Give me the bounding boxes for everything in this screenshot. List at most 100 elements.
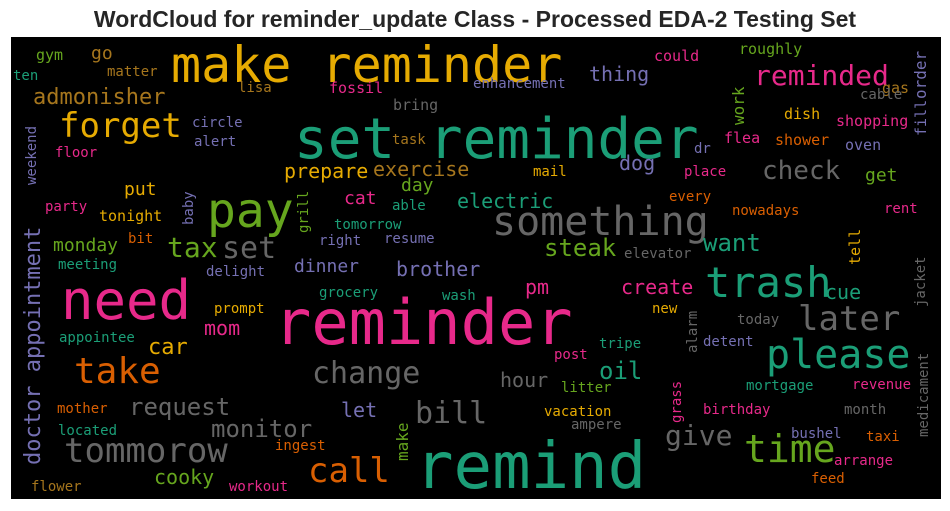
word-detent: detent [703, 334, 754, 350]
word-make-reminder: make reminder [171, 37, 563, 94]
word-task: task [392, 132, 426, 148]
word-medicament: medicament [916, 352, 932, 437]
word-set: set [222, 231, 277, 266]
word-dog: dog [619, 151, 656, 175]
word-request: request [129, 393, 231, 421]
word-cat: cat [344, 188, 377, 209]
word-feed: feed [811, 471, 845, 487]
word-bill: bill [415, 396, 488, 431]
word-party: party [45, 199, 88, 215]
word-new: new [652, 301, 678, 317]
word-trash: trash [705, 258, 832, 307]
word-tripe: tripe [599, 336, 642, 352]
word-litter: litter [561, 380, 612, 396]
word-steak: steak [544, 234, 617, 262]
word-brother: brother [396, 257, 481, 281]
word-electric: electric [457, 189, 554, 213]
word-floor: floor [55, 145, 98, 161]
word-located: located [58, 423, 118, 439]
word-please: please [766, 332, 911, 378]
word-change: change [312, 356, 421, 391]
word-dinner: dinner [294, 256, 360, 277]
word-reminder: reminder [274, 286, 573, 359]
word-fill: fill [912, 99, 930, 136]
word-jacket: jacket [913, 256, 929, 307]
word-roughly: roughly [739, 40, 803, 58]
word-oil: oil [599, 357, 643, 385]
word-get: get [865, 165, 898, 186]
word-oven: oven [845, 136, 882, 154]
word-grass: grass [669, 380, 685, 423]
word-exercise: exercise [373, 157, 470, 181]
word-remind: remind [415, 430, 647, 499]
word-meeting: meeting [58, 257, 118, 273]
word-cloud: set reminder remind reminder make remind… [11, 37, 941, 499]
word-ten: ten [13, 68, 39, 84]
word-tommorow: tommorow [64, 431, 228, 471]
word-able: able [392, 198, 426, 214]
word-birthday: birthday [703, 402, 771, 418]
word-gym: gym [36, 46, 64, 64]
word-put: put [124, 179, 157, 200]
word-tomorrow: tomorrow [334, 217, 402, 233]
word-weekend: weekend [24, 125, 40, 185]
word-shower: shower [775, 131, 830, 149]
word-make: make [393, 422, 412, 461]
word-gas: gas [882, 79, 910, 97]
word-something: something [492, 199, 709, 245]
word-want: want [703, 229, 761, 257]
word-today: today [737, 312, 780, 328]
word-thing: thing [589, 62, 650, 86]
word-pay: pay [207, 183, 294, 239]
word-every: every [669, 189, 712, 205]
word-prompt: prompt [214, 301, 265, 317]
word-appointee: appointee [59, 330, 135, 346]
word-work: work [729, 86, 748, 125]
word-dr: dr [694, 141, 711, 157]
word-taxi: taxi [866, 429, 900, 445]
word-monday: monday [53, 235, 119, 256]
word-bushel: bushel [791, 426, 842, 442]
word-cable: cable [860, 87, 903, 103]
word-reminded: reminded [754, 59, 889, 92]
word-later: later [798, 299, 901, 339]
word-dish: dish [784, 105, 821, 123]
word-give: give [665, 419, 733, 452]
word-place: place [684, 164, 727, 180]
word-flower: flower [31, 479, 82, 495]
word-cue: cue [825, 280, 862, 304]
word-check: check [762, 156, 841, 186]
word-pm: pm [525, 275, 550, 299]
word-month: month [844, 402, 887, 418]
word-alarm: alarm [685, 310, 701, 353]
word-tonight: tonight [99, 207, 163, 225]
word-workout: workout [229, 479, 289, 495]
word-bit: bit [128, 231, 154, 247]
word-prepare: prepare [284, 159, 369, 183]
word-mortgage: mortgage [746, 378, 814, 394]
word-time: time [744, 427, 836, 471]
word-revenue: revenue [852, 377, 912, 393]
word-grill: grill [296, 190, 312, 233]
word-set-reminder: set reminder [294, 107, 699, 172]
word-circle: circle [192, 115, 243, 131]
word-car: car [148, 335, 188, 360]
word-resume: resume [384, 231, 435, 247]
word-ingest: ingest [275, 438, 326, 454]
word-tax: tax [167, 231, 218, 264]
word-admonisher: admonisher [33, 85, 166, 110]
word-right: right [319, 233, 362, 249]
word-elevator: elevator [624, 246, 692, 262]
word-shopping: shopping [836, 112, 909, 130]
word-mom: mom [204, 316, 241, 340]
word-doctor-appointment: doctor appointment [21, 226, 46, 465]
word-ampere: ampere [571, 417, 622, 433]
word-lisa: lisa [238, 80, 272, 96]
word-need: need [61, 269, 192, 332]
word-bring: bring [393, 96, 439, 114]
word-vacation: vacation [544, 404, 612, 420]
word-nowadays: nowadays [732, 203, 800, 219]
word-monitor: monitor [211, 415, 313, 443]
word-cooky: cooky [154, 465, 215, 489]
word-matter: matter [107, 64, 158, 80]
